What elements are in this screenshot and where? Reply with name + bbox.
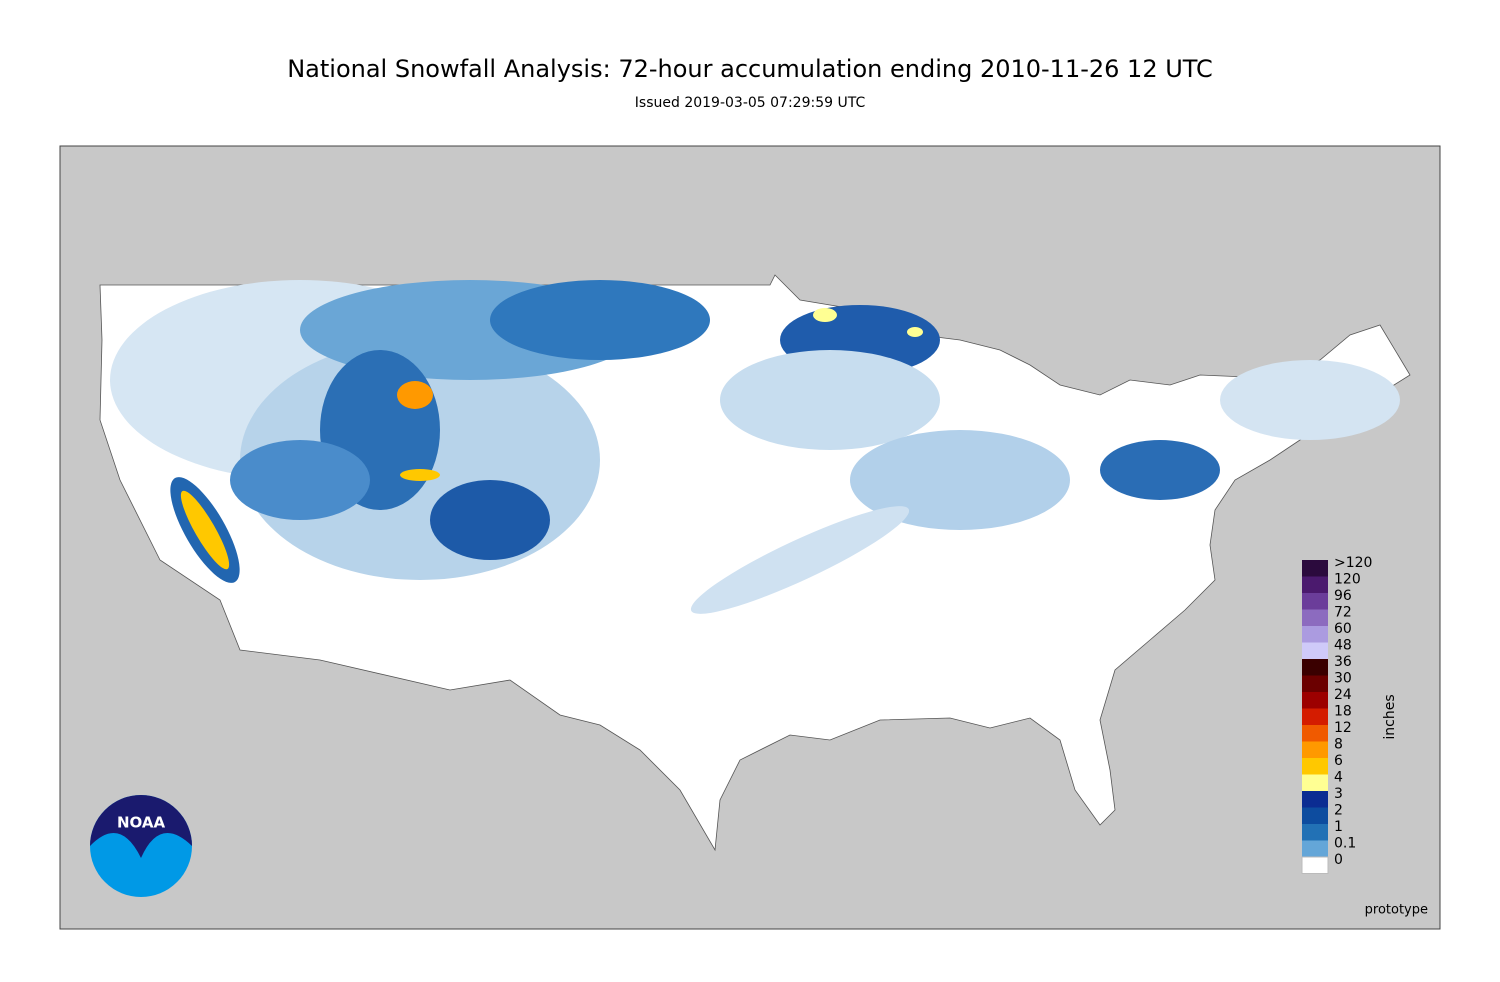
colorbar-box — [1302, 659, 1328, 676]
subtitle: Issued 2019-03-05 07:29:59 UTC — [635, 95, 866, 111]
colorbar-box — [1301, 856, 1329, 874]
colorbar-tick-label: 2 — [1334, 803, 1343, 819]
colorbar-tick-label: 96 — [1334, 588, 1352, 604]
colorbar-box — [1302, 791, 1328, 808]
colorbar-box — [1302, 758, 1328, 775]
snow-area — [490, 280, 710, 360]
snow-area — [720, 350, 940, 450]
colorbar-box — [1302, 642, 1328, 659]
colorbar-tick-label: 0.1 — [1334, 836, 1356, 852]
note: prototype — [1365, 903, 1428, 918]
colorbar-tick-label: 8 — [1334, 737, 1343, 753]
colorbar-box — [1302, 741, 1328, 758]
snow-area — [850, 430, 1070, 530]
colorbar-tick-label: 6 — [1334, 753, 1343, 769]
colorbar-box — [1302, 626, 1328, 643]
snow-area — [1100, 440, 1220, 500]
colorbar-tick-label: 120 — [1334, 572, 1361, 588]
colorbar: inches >1201209672604836302418128643210.… — [1301, 555, 1398, 874]
colorbar-box — [1302, 560, 1328, 577]
colorbar-box — [1302, 576, 1328, 593]
colorbar-box — [1302, 840, 1328, 857]
colorbar-box — [1302, 675, 1328, 692]
colorbar-box — [1302, 774, 1328, 791]
snow-area — [400, 469, 440, 481]
colorbar-box — [1302, 725, 1328, 742]
colorbar-tick-label: 18 — [1334, 704, 1352, 720]
snow-area — [690, 506, 910, 614]
colorbar-tick-label: 30 — [1334, 671, 1352, 687]
colorbar-tick-label: 48 — [1334, 638, 1352, 654]
colorbar-tick-label: 24 — [1334, 687, 1352, 703]
colorbar-box — [1302, 609, 1328, 626]
colorbar-tick-label: 36 — [1334, 654, 1352, 670]
colorbar-tick-label: 1 — [1334, 819, 1343, 835]
snow-areas — [110, 280, 1400, 614]
colorbar-tick-label: 0 — [1334, 852, 1343, 868]
snow-area — [230, 440, 370, 520]
colorbar-box — [1302, 692, 1328, 709]
snow-area — [397, 381, 433, 409]
title: National Snowfall Analysis: 72-hour accu… — [287, 55, 1213, 83]
colorbar-tick-label: 60 — [1334, 621, 1352, 637]
noaa-logo: NOAA — [90, 795, 192, 897]
snow-area — [813, 308, 837, 322]
colorbar-box — [1302, 807, 1328, 824]
snow-area — [1220, 360, 1400, 440]
colorbar-tick-label: 72 — [1334, 605, 1352, 621]
colorbar-box — [1302, 708, 1328, 725]
colorbar-box — [1302, 593, 1328, 610]
colorbar-tick-label: 3 — [1334, 786, 1343, 802]
colorbar-label: inches — [1382, 694, 1398, 739]
snow-area — [907, 327, 923, 337]
colorbar-box — [1302, 824, 1328, 841]
colorbar-tick-label: 12 — [1334, 720, 1352, 736]
colorbar-tick-label: 4 — [1334, 770, 1343, 786]
snow-area — [180, 490, 230, 570]
snow-area — [430, 480, 550, 560]
logo-text: NOAA — [117, 814, 166, 832]
colorbar-tick-label: >120 — [1334, 555, 1372, 571]
map: NOAA prototype — [59, 145, 1441, 930]
